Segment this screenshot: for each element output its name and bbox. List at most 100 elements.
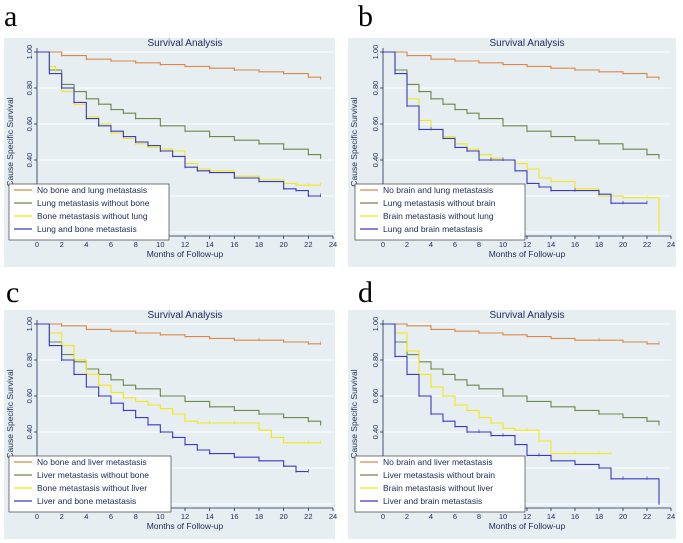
y-tick-label: 1.00 xyxy=(25,317,34,332)
x-tick-label: 2 xyxy=(405,240,409,249)
y-tick-label: 0.60 xyxy=(371,117,380,132)
x-tick-label: 16 xyxy=(571,240,579,249)
legend-label: Liver metastasis without bone xyxy=(37,470,149,480)
series-line xyxy=(37,51,321,197)
chart-title: Survival Analysis xyxy=(147,310,222,321)
legend-label: Lung metastasis without brain xyxy=(383,198,496,208)
y-tick-label: 0.80 xyxy=(371,81,380,96)
legend-box xyxy=(354,455,526,513)
chart-panel-a: a Survival Analysis0.000.200.400.600.801… xyxy=(0,0,341,271)
x-axis-label: Months of Follow-up xyxy=(489,521,566,531)
chart-svg: Survival Analysis0.000.200.400.600.801.0… xyxy=(4,38,337,267)
x-tick-label: 10 xyxy=(499,512,507,521)
x-tick-label: 20 xyxy=(619,240,627,249)
legend-label: Liver metastasis without brain xyxy=(383,470,495,480)
x-tick-label: 6 xyxy=(109,512,113,521)
series-line xyxy=(37,323,309,473)
x-tick-label: 0 xyxy=(381,512,385,521)
y-tick-label: 0.40 xyxy=(371,153,380,168)
x-tick-label: 6 xyxy=(453,512,457,521)
y-axis-label: Cause Specific Survival xyxy=(349,97,359,186)
x-tick-label: 24 xyxy=(667,512,675,521)
panel-letter: b xyxy=(358,0,373,33)
x-axis-label: Months of Follow-up xyxy=(489,249,566,259)
y-tick-label: 0.40 xyxy=(371,425,380,440)
x-tick-label: 16 xyxy=(230,240,238,249)
y-axis-label: Cause Specific Survival xyxy=(5,369,15,458)
x-axis-label: Months of Follow-up xyxy=(147,249,224,259)
y-tick-label: 1.00 xyxy=(25,45,34,60)
x-tick-label: 6 xyxy=(109,240,113,249)
chart-panel-c: c Survival Analysis0.000.200.400.600.801… xyxy=(0,272,341,543)
x-axis-label: Months of Follow-up xyxy=(147,521,224,531)
chart-title: Survival Analysis xyxy=(489,310,564,321)
x-tick-label: 12 xyxy=(523,240,531,249)
x-tick-label: 16 xyxy=(230,512,238,521)
x-tick-label: 24 xyxy=(329,512,337,521)
x-tick-label: 8 xyxy=(134,512,138,521)
x-tick-label: 20 xyxy=(279,512,287,521)
x-tick-label: 4 xyxy=(429,512,433,521)
x-tick-label: 4 xyxy=(429,240,433,249)
panel-letter: c xyxy=(6,276,20,309)
y-tick-label: 1.00 xyxy=(371,45,380,60)
series-line xyxy=(383,51,660,232)
y-axis-label: Cause Specific Survival xyxy=(5,97,15,186)
legend-label: Lung metastasis without bone xyxy=(37,198,150,208)
x-tick-label: 14 xyxy=(547,512,555,521)
y-axis-label: Cause Specific Survival xyxy=(349,369,359,458)
chart-svg: Survival Analysis0.000.200.400.600.801.0… xyxy=(4,310,337,539)
x-tick-label: 18 xyxy=(255,512,263,521)
x-tick-label: 4 xyxy=(84,240,88,249)
x-tick-label: 22 xyxy=(304,240,312,249)
x-tick-label: 20 xyxy=(279,240,287,249)
x-tick-label: 24 xyxy=(667,240,675,249)
y-tick-label: 0.40 xyxy=(25,425,34,440)
legend-label: No brain and lung metastasis xyxy=(383,185,493,195)
x-tick-label: 14 xyxy=(205,512,213,521)
panel-letter: a xyxy=(4,0,18,33)
y-tick-label: 0.80 xyxy=(25,353,34,368)
legend-label: Bone metastasis without liver xyxy=(37,483,147,493)
legend-box xyxy=(354,183,526,241)
y-tick-label: 0.60 xyxy=(371,389,380,404)
x-tick-label: 4 xyxy=(84,512,88,521)
x-tick-label: 12 xyxy=(181,240,189,249)
legend-label: Lung and bone metastasis xyxy=(37,224,137,234)
x-tick-label: 0 xyxy=(381,240,385,249)
legend-box xyxy=(8,455,172,513)
x-tick-label: 6 xyxy=(453,240,457,249)
y-tick-label: 1.00 xyxy=(371,317,380,332)
legend-label: Liver and brain metastasis xyxy=(383,496,482,506)
legend-label: No bone and liver metastasis xyxy=(37,457,147,467)
x-tick-label: 18 xyxy=(595,512,603,521)
chart-svg: Survival Analysis0.000.200.400.600.801.0… xyxy=(348,310,676,539)
x-tick-label: 12 xyxy=(523,512,531,521)
x-tick-label: 22 xyxy=(643,240,651,249)
series-line xyxy=(383,323,660,504)
legend-label: No bone and lung metastasis xyxy=(37,185,147,195)
x-tick-label: 22 xyxy=(643,512,651,521)
x-tick-label: 10 xyxy=(156,512,164,521)
y-tick-label: 0.60 xyxy=(25,389,34,404)
x-tick-label: 0 xyxy=(35,240,39,249)
y-tick-label: 0.80 xyxy=(371,353,380,368)
x-tick-label: 2 xyxy=(60,512,64,521)
x-tick-label: 14 xyxy=(547,240,555,249)
x-tick-label: 10 xyxy=(499,240,507,249)
x-tick-label: 2 xyxy=(60,240,64,249)
y-tick-label: 0.40 xyxy=(25,153,34,168)
y-tick-label: 0.60 xyxy=(25,117,34,132)
y-tick-label: 0.80 xyxy=(25,81,34,96)
legend-box xyxy=(8,183,170,241)
chart-svg: Survival Analysis0.000.200.400.600.801.0… xyxy=(348,38,676,267)
x-tick-label: 8 xyxy=(134,240,138,249)
legend-label: Liver and bone metastasis xyxy=(37,496,136,506)
x-tick-label: 0 xyxy=(35,512,39,521)
legend-label: Brain metastasis without liver xyxy=(383,483,493,493)
x-tick-label: 18 xyxy=(595,240,603,249)
x-tick-label: 24 xyxy=(329,240,337,249)
legend-label: Bone metastasis without lung xyxy=(37,211,148,221)
legend-label: Brain metastasis without lung xyxy=(383,211,494,221)
chart-title: Survival Analysis xyxy=(489,38,564,49)
